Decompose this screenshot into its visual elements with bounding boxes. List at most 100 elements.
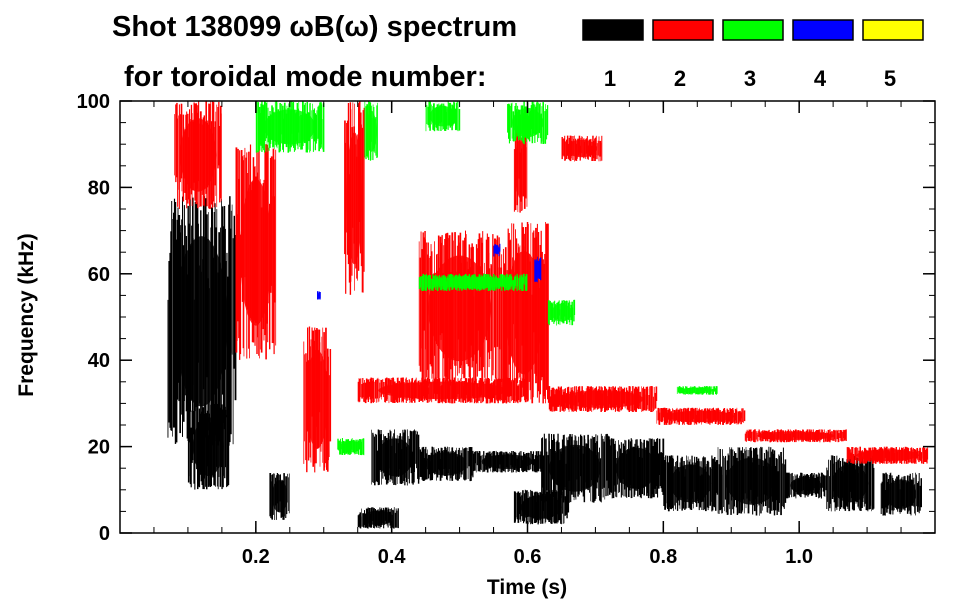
series-2-streak bbox=[663, 407, 666, 425]
series-2-core bbox=[757, 431, 835, 441]
series-2-streak bbox=[178, 115, 179, 190]
series-1-streak bbox=[722, 449, 723, 514]
series-2-streak bbox=[554, 394, 556, 412]
series-1-core bbox=[175, 236, 228, 407]
series-1-streak bbox=[227, 421, 230, 485]
series-2-streak bbox=[650, 386, 652, 412]
series-2-core bbox=[378, 381, 508, 400]
series-2-streak bbox=[643, 388, 646, 411]
legend: 1 2 3 4 5 bbox=[582, 19, 924, 91]
series-1-streak bbox=[532, 453, 534, 472]
series-2-streak bbox=[274, 159, 276, 303]
series-2-streak bbox=[513, 380, 515, 403]
series-1-streak bbox=[567, 489, 570, 513]
series-3-streak bbox=[425, 276, 427, 291]
series-1-streak bbox=[663, 457, 665, 506]
series-1-streak bbox=[715, 460, 718, 493]
series-1-streak bbox=[785, 472, 788, 499]
series-2-streak bbox=[600, 142, 602, 162]
series-1-streak bbox=[828, 459, 830, 511]
series-1-blob-2 bbox=[269, 473, 290, 520]
series-1-streak bbox=[533, 459, 536, 472]
series-1-streak bbox=[172, 219, 173, 437]
series-2-streak bbox=[646, 386, 649, 406]
series-1-streak bbox=[475, 451, 477, 473]
series-3-streak bbox=[455, 108, 457, 131]
series-1-streak bbox=[784, 459, 787, 503]
series-1-streak bbox=[830, 455, 832, 512]
series-3-streak bbox=[545, 104, 546, 133]
series-1-streak bbox=[717, 447, 719, 514]
series-2-streak bbox=[561, 137, 563, 160]
series-1-streak bbox=[411, 451, 413, 484]
series-2-blob-12 bbox=[846, 446, 929, 464]
series-2-streak bbox=[365, 378, 368, 400]
series-2-blob-8 bbox=[561, 135, 603, 162]
series-1-streak bbox=[873, 467, 875, 509]
series-1-streak bbox=[869, 458, 871, 510]
series-3-streak bbox=[429, 275, 431, 289]
series-2-streak bbox=[562, 139, 564, 156]
series-1-blob-4 bbox=[371, 429, 420, 486]
series-1-streak bbox=[790, 473, 791, 495]
series-3-streak bbox=[543, 108, 545, 143]
series-2-streak bbox=[921, 452, 923, 464]
series-2-streak bbox=[837, 429, 839, 443]
series-1-streak bbox=[600, 433, 602, 503]
series-2-streak bbox=[498, 237, 500, 382]
series-3-streak bbox=[574, 299, 576, 315]
series-1-streak bbox=[393, 511, 394, 529]
series-2-streak bbox=[561, 394, 564, 411]
series-1-streak bbox=[778, 454, 780, 512]
series-3-streak bbox=[511, 102, 513, 139]
series-2-streak bbox=[737, 411, 739, 425]
series-2-streak bbox=[563, 138, 565, 157]
series-2-streak bbox=[494, 238, 497, 379]
series-2-streak bbox=[754, 429, 756, 443]
series-1-streak bbox=[359, 512, 362, 529]
series-3-streak bbox=[548, 301, 550, 326]
series-2-streak bbox=[373, 379, 374, 403]
series-1-streak bbox=[779, 455, 780, 503]
series-3-streak bbox=[509, 105, 511, 141]
series-2-streak bbox=[551, 387, 553, 412]
series-1-streak bbox=[519, 496, 521, 520]
series-2-streak bbox=[508, 378, 510, 397]
legend-swatch-2 bbox=[652, 19, 714, 41]
series-3-core bbox=[551, 303, 572, 322]
series-1-streak bbox=[173, 198, 176, 428]
series-2-streak bbox=[371, 381, 373, 399]
series-1-streak bbox=[715, 461, 717, 511]
series-1-streak bbox=[720, 466, 722, 510]
series-1-streak bbox=[562, 494, 564, 524]
series-3-streak bbox=[514, 275, 517, 286]
series-2-streak bbox=[220, 105, 222, 199]
series-2-streak bbox=[518, 384, 520, 401]
series-1-streak bbox=[233, 215, 235, 369]
series-3-streak bbox=[715, 388, 717, 395]
series-1-blob-10 bbox=[663, 455, 719, 512]
series-1-streak bbox=[417, 431, 418, 479]
series-1-streak bbox=[657, 453, 660, 489]
series-1-core bbox=[481, 454, 533, 470]
series-2-streak bbox=[327, 356, 329, 461]
series-1-streak bbox=[419, 449, 421, 477]
series-1-streak bbox=[374, 433, 376, 482]
series-4-blob-2 bbox=[317, 291, 321, 300]
series-2-streak bbox=[329, 349, 332, 442]
series-1-streak bbox=[192, 405, 194, 461]
series-2-blob-1 bbox=[235, 144, 277, 360]
series-3-streak bbox=[427, 275, 430, 290]
series-2-streak bbox=[557, 386, 560, 407]
series-3-streak bbox=[421, 276, 424, 291]
series-2-blob-11 bbox=[744, 429, 847, 443]
series-2-streak bbox=[503, 248, 504, 398]
series-2-streak bbox=[304, 354, 305, 442]
x-tick-label: 0.6 bbox=[514, 546, 542, 568]
series-1-streak bbox=[712, 458, 714, 511]
series-3-streak bbox=[364, 101, 366, 158]
series-4-streak bbox=[499, 243, 501, 252]
series-1-streak bbox=[230, 210, 232, 353]
series-1-streak bbox=[610, 438, 613, 493]
series-1-streak bbox=[782, 463, 783, 507]
